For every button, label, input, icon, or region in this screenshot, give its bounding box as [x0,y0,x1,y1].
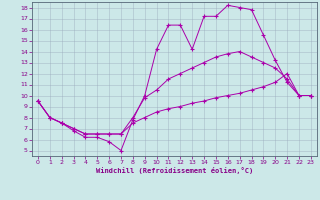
X-axis label: Windchill (Refroidissement éolien,°C): Windchill (Refroidissement éolien,°C) [96,167,253,174]
